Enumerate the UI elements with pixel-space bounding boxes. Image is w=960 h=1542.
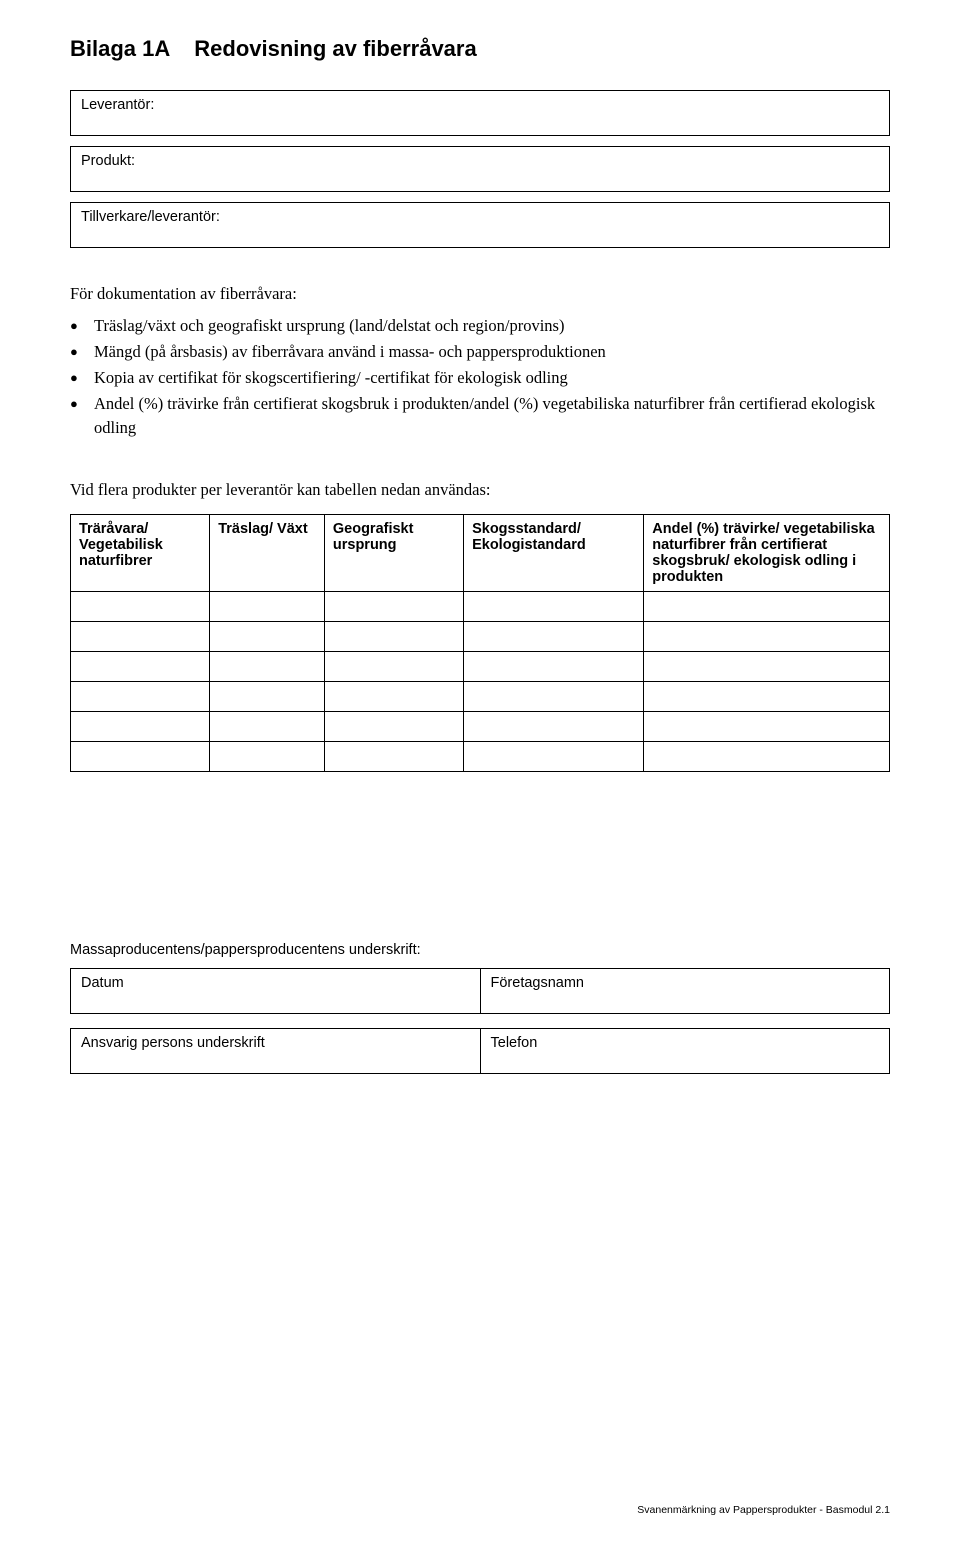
bullet-item: ● Mängd (på årsbasis) av fiberråvara anv…: [70, 340, 890, 364]
title-prefix: Bilaga 1A: [70, 36, 170, 62]
field-tillverkare-label: Tillverkare/leverantör:: [81, 209, 220, 225]
products-table: Träråvara/ Vegetabilisk naturfibrer Träs…: [70, 514, 890, 772]
title-text: Redovisning av fiberråvara: [194, 36, 476, 62]
table-cell[interactable]: [324, 591, 463, 621]
table-cell[interactable]: [210, 651, 325, 681]
table-cell[interactable]: [464, 651, 644, 681]
table-intro: Vid flera produkter per leverantör kan t…: [70, 480, 890, 500]
signature-heading: Massaproducentens/pappersproducentens un…: [70, 942, 890, 958]
page-title-row: Bilaga 1A Redovisning av fiberråvara: [70, 36, 890, 62]
bullet-icon: ●: [70, 392, 94, 440]
field-produkt-label: Produkt:: [81, 153, 135, 169]
signature-table-1: Datum Företagsnamn: [70, 968, 890, 1014]
table-row: [71, 711, 890, 741]
page-footer: Svanenmärkning av Pappersprodukter - Bas…: [637, 1504, 890, 1516]
table-cell[interactable]: [464, 621, 644, 651]
bullet-item: ● Andel (%) trävirke från certifierat sk…: [70, 392, 890, 440]
bullet-text: Träslag/växt och geografiskt ursprung (l…: [94, 314, 890, 338]
bullet-text: Mängd (på årsbasis) av fiberråvara använ…: [94, 340, 890, 364]
table-cell[interactable]: [324, 741, 463, 771]
table-row: [71, 681, 890, 711]
table-cell[interactable]: [210, 741, 325, 771]
table-cell[interactable]: [644, 711, 890, 741]
table-cell[interactable]: [71, 681, 210, 711]
sig-foretag-cell[interactable]: Företagsnamn: [480, 968, 890, 1013]
field-leverantor[interactable]: Leverantör:: [70, 90, 890, 136]
table-cell[interactable]: [71, 621, 210, 651]
table-cell[interactable]: [71, 711, 210, 741]
table-body: [71, 591, 890, 771]
sig-datum-cell[interactable]: Datum: [71, 968, 481, 1013]
bullet-icon: ●: [70, 366, 94, 390]
table-cell[interactable]: [324, 621, 463, 651]
sig-foretag-label: Företagsnamn: [491, 975, 585, 991]
table-row: [71, 621, 890, 651]
bullet-icon: ●: [70, 314, 94, 338]
table-cell[interactable]: [71, 651, 210, 681]
table-cell[interactable]: [210, 591, 325, 621]
table-row: [71, 741, 890, 771]
field-produkt[interactable]: Produkt:: [70, 146, 890, 192]
table-cell[interactable]: [644, 621, 890, 651]
table-header: Träråvara/ Vegetabilisk naturfibrer: [71, 514, 210, 591]
table-cell[interactable]: [210, 621, 325, 651]
table-header: Skogsstandard/ Ekologistandard: [464, 514, 644, 591]
sig-ansvarig-label: Ansvarig persons underskrift: [81, 1035, 265, 1051]
table-cell[interactable]: [644, 591, 890, 621]
table-header: Andel (%) trävirke/ vegetabiliska naturf…: [644, 514, 890, 591]
documentation-intro: För dokumentation av fiberråvara:: [70, 284, 890, 304]
table-cell[interactable]: [464, 591, 644, 621]
sig-ansvarig-cell[interactable]: Ansvarig persons underskrift: [71, 1028, 481, 1073]
bullet-text: Kopia av certifikat för skogscertifierin…: [94, 366, 890, 390]
bullet-item: ● Kopia av certifikat för skogscertifier…: [70, 366, 890, 390]
sig-datum-label: Datum: [81, 975, 124, 991]
signature-table-2: Ansvarig persons underskrift Telefon: [70, 1028, 890, 1074]
bullet-list: ● Träslag/växt och geografiskt ursprung …: [70, 314, 890, 440]
table-cell[interactable]: [324, 681, 463, 711]
table-cell[interactable]: [210, 681, 325, 711]
bullet-text: Andel (%) trävirke från certifierat skog…: [94, 392, 890, 440]
bullet-icon: ●: [70, 340, 94, 364]
table-cell[interactable]: [464, 711, 644, 741]
info-fields: Leverantör: Produkt: Tillverkare/leveran…: [70, 90, 890, 248]
table-cell[interactable]: [644, 681, 890, 711]
page-container: Bilaga 1A Redovisning av fiberråvara Lev…: [0, 0, 960, 1542]
table-cell[interactable]: [644, 741, 890, 771]
field-leverantor-label: Leverantör:: [81, 97, 154, 113]
table-cell[interactable]: [71, 741, 210, 771]
table-cell[interactable]: [71, 591, 210, 621]
sig-telefon-label: Telefon: [491, 1035, 538, 1051]
table-cell[interactable]: [324, 651, 463, 681]
bullet-item: ● Träslag/växt och geografiskt ursprung …: [70, 314, 890, 338]
table-cell[interactable]: [464, 681, 644, 711]
table-cell[interactable]: [210, 711, 325, 741]
table-header: Geografiskt ursprung: [324, 514, 463, 591]
field-tillverkare[interactable]: Tillverkare/leverantör:: [70, 202, 890, 248]
table-header: Träslag/ Växt: [210, 514, 325, 591]
table-row: [71, 651, 890, 681]
table-cell[interactable]: [464, 741, 644, 771]
table-cell[interactable]: [644, 651, 890, 681]
table-header-row: Träråvara/ Vegetabilisk naturfibrer Träs…: [71, 514, 890, 591]
table-cell[interactable]: [324, 711, 463, 741]
table-row: [71, 591, 890, 621]
sig-telefon-cell[interactable]: Telefon: [480, 1028, 890, 1073]
